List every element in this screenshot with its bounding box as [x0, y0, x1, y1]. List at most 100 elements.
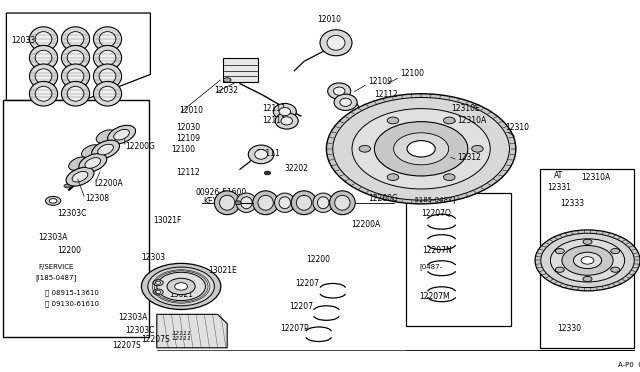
- Ellipse shape: [66, 167, 94, 186]
- Ellipse shape: [281, 117, 292, 125]
- Text: 12310E: 12310E: [451, 105, 480, 113]
- Circle shape: [352, 109, 490, 189]
- Text: 12109: 12109: [368, 77, 392, 86]
- Circle shape: [535, 230, 640, 291]
- Bar: [3, 100, 149, 337]
- Circle shape: [326, 94, 516, 204]
- Ellipse shape: [273, 103, 296, 120]
- Circle shape: [556, 248, 564, 254]
- Text: Ⓑ 09130-61610: Ⓑ 09130-61610: [45, 300, 99, 307]
- Ellipse shape: [93, 81, 122, 106]
- Text: 12111: 12111: [256, 149, 280, 158]
- Ellipse shape: [67, 50, 84, 65]
- Ellipse shape: [67, 86, 84, 101]
- Text: 13021E: 13021E: [208, 266, 237, 275]
- Circle shape: [556, 267, 564, 272]
- Circle shape: [49, 199, 57, 203]
- Text: 12010: 12010: [317, 15, 341, 24]
- Ellipse shape: [99, 32, 116, 46]
- Ellipse shape: [317, 197, 329, 209]
- Circle shape: [550, 239, 625, 282]
- Text: 12100: 12100: [400, 69, 424, 78]
- Text: 12200G: 12200G: [125, 142, 155, 151]
- Text: 12331: 12331: [547, 183, 572, 192]
- Text: 12109: 12109: [176, 134, 200, 143]
- Ellipse shape: [275, 113, 298, 129]
- Text: 12112: 12112: [176, 168, 200, 177]
- Circle shape: [387, 174, 399, 180]
- Text: 12310A: 12310A: [458, 116, 487, 125]
- Circle shape: [541, 233, 634, 288]
- Text: [I185-0487]: [I185-0487]: [415, 196, 456, 203]
- Ellipse shape: [99, 69, 116, 84]
- Ellipse shape: [92, 140, 120, 159]
- Text: A-P0  00: A-P0 00: [618, 362, 640, 368]
- Ellipse shape: [241, 197, 252, 209]
- Bar: [223, 58, 258, 82]
- Circle shape: [573, 252, 602, 269]
- Text: 12100: 12100: [172, 145, 196, 154]
- Ellipse shape: [67, 69, 84, 84]
- Ellipse shape: [275, 193, 295, 212]
- Text: 12200: 12200: [306, 255, 330, 264]
- Ellipse shape: [35, 86, 52, 101]
- Circle shape: [583, 276, 592, 282]
- Text: 12200G: 12200G: [368, 194, 398, 203]
- Text: 12033: 12033: [12, 36, 36, 45]
- Text: 32202: 32202: [285, 164, 309, 173]
- Text: 12207: 12207: [289, 302, 314, 311]
- Circle shape: [359, 145, 371, 152]
- Text: 12330: 12330: [557, 324, 581, 333]
- Text: 12207N: 12207N: [422, 246, 452, 255]
- Circle shape: [156, 281, 161, 284]
- Text: 12310A: 12310A: [581, 173, 611, 182]
- Ellipse shape: [61, 45, 90, 70]
- Text: 12312: 12312: [458, 153, 481, 162]
- Circle shape: [444, 174, 455, 180]
- Text: 12200: 12200: [58, 246, 82, 255]
- Text: 12207M: 12207M: [419, 292, 450, 301]
- Ellipse shape: [98, 144, 113, 155]
- Text: 12111: 12111: [262, 116, 286, 125]
- Ellipse shape: [29, 81, 58, 106]
- Circle shape: [223, 78, 231, 82]
- Text: 12308: 12308: [85, 194, 109, 203]
- Ellipse shape: [340, 98, 351, 106]
- Text: 12111: 12111: [172, 336, 191, 341]
- Ellipse shape: [61, 81, 90, 106]
- Ellipse shape: [279, 108, 291, 116]
- Text: 12010: 12010: [179, 106, 204, 115]
- Ellipse shape: [253, 191, 278, 215]
- Ellipse shape: [96, 130, 116, 143]
- Text: 12303C: 12303C: [58, 209, 87, 218]
- Text: 12112: 12112: [374, 90, 398, 99]
- Ellipse shape: [248, 145, 274, 164]
- Text: F/SERVICE: F/SERVICE: [38, 264, 74, 270]
- Text: 12207S: 12207S: [141, 335, 170, 344]
- Ellipse shape: [291, 191, 317, 215]
- Ellipse shape: [279, 197, 291, 209]
- Ellipse shape: [79, 154, 107, 172]
- Bar: [540, 169, 634, 348]
- Circle shape: [387, 117, 399, 124]
- Text: 00926-51600: 00926-51600: [195, 188, 246, 197]
- Circle shape: [581, 257, 594, 264]
- Ellipse shape: [327, 35, 345, 50]
- Ellipse shape: [61, 64, 90, 89]
- Ellipse shape: [328, 83, 351, 99]
- Ellipse shape: [93, 64, 122, 89]
- Ellipse shape: [81, 145, 102, 158]
- Ellipse shape: [220, 195, 235, 210]
- Circle shape: [264, 171, 271, 175]
- Ellipse shape: [35, 69, 52, 84]
- Circle shape: [167, 278, 195, 295]
- Ellipse shape: [108, 125, 136, 144]
- Ellipse shape: [99, 86, 116, 101]
- Ellipse shape: [99, 50, 116, 65]
- Circle shape: [611, 248, 620, 254]
- Circle shape: [235, 201, 241, 205]
- Text: AT: AT: [554, 171, 563, 180]
- Text: Ⓦ 08915-13610: Ⓦ 08915-13610: [45, 289, 99, 296]
- Text: [0487-: [0487-: [419, 263, 442, 270]
- Circle shape: [394, 133, 449, 165]
